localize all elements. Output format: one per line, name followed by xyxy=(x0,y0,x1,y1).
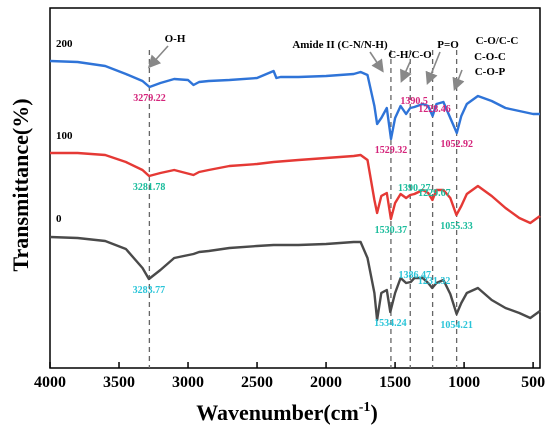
band-annotation: Amide II (C-N/N-H) xyxy=(292,39,388,51)
series-name-0: 0 xyxy=(56,213,62,225)
x-axis-ticks: 4000 3500 3000 2500 2000 1500 1000 500 xyxy=(34,362,545,391)
peak-label: 1228.46 xyxy=(418,104,451,115)
peak-label: 1229.67 xyxy=(418,188,451,199)
annotation-arrow xyxy=(147,45,169,69)
series-name-200: 200 xyxy=(56,38,73,50)
peak-label: 1052.92 xyxy=(441,139,474,150)
x-axis-title: Wavenumber(cm-1) xyxy=(196,400,378,425)
annotation-arrow xyxy=(369,51,384,73)
x-tick-label: 4000 xyxy=(34,374,66,391)
band-annotation: C-H/C-O xyxy=(388,49,432,61)
series-layer xyxy=(49,59,541,322)
band-annotation: C-O-P xyxy=(475,66,506,78)
band-annotation: P=O xyxy=(437,39,459,51)
series-line-0 xyxy=(49,235,541,322)
peak-label: 1534.24 xyxy=(374,318,407,329)
x-tick-label: 2000 xyxy=(310,374,342,391)
x-tick-label: 1500 xyxy=(379,374,411,391)
x-axis-title-end: ) xyxy=(370,400,377,425)
series-line-100 xyxy=(50,151,541,225)
x-tick-label: 3000 xyxy=(172,374,204,391)
peak-label: 3281.78 xyxy=(133,182,166,193)
x-axis-title-sup: -1 xyxy=(359,400,371,415)
plot-area xyxy=(49,7,541,369)
annotation-arrow xyxy=(452,69,465,91)
y-axis-title: Transmittance(%) xyxy=(8,98,33,271)
peak-label: 3283.77 xyxy=(133,285,166,296)
x-tick-label: 3500 xyxy=(103,374,135,391)
peak-label: 1530.37 xyxy=(375,225,408,236)
peak-label: 1529.32 xyxy=(375,145,408,156)
series-line-200 xyxy=(49,59,540,141)
plot-frame xyxy=(49,7,541,369)
x-tick-label: 2500 xyxy=(241,374,273,391)
x-axis-title-main: Wavenumber(cm xyxy=(196,400,359,425)
band-annotation: O-H xyxy=(165,33,186,45)
annotation-arrow xyxy=(400,61,412,83)
peak-label: 1054.21 xyxy=(440,320,473,331)
peak-label: 1231.32 xyxy=(418,276,451,287)
series-name-100: 100 xyxy=(56,130,73,142)
annotation-arrow xyxy=(425,51,441,85)
peak-label: 1390.27 xyxy=(398,183,431,194)
peak-label: 1386.47 xyxy=(398,270,431,281)
band-annotation: C-O/C-C xyxy=(476,35,519,47)
peak-label: 1390.5 xyxy=(400,96,428,107)
x-tick-label: 500 xyxy=(521,374,545,391)
band-annotations: O-H Amide II (C-N/N-H)C-H/C-O P=O C-O/C-C C-… xyxy=(147,33,519,91)
peak-label: 3279.22 xyxy=(133,93,166,104)
peak-label: 1055.33 xyxy=(440,221,473,232)
x-tick-label: 1000 xyxy=(448,374,480,391)
band-annotation: C-O-C xyxy=(474,51,506,63)
